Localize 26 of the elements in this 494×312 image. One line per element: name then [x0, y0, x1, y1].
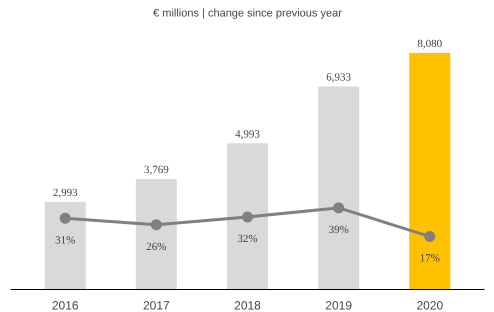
point — [242, 211, 253, 222]
x-tick-label: 2016 — [52, 298, 79, 312]
data-label: 31% — [55, 234, 76, 246]
point — [150, 219, 162, 230]
data-label: 32% — [237, 232, 258, 245]
data-label: 8,080 — [417, 38, 443, 50]
x-tick-label: 2019 — [325, 298, 352, 312]
data-label: 26% — [146, 240, 166, 253]
bar — [44, 202, 86, 290]
bar — [409, 52, 450, 290]
data-label: 39% — [328, 224, 349, 236]
data-label: 4,993 — [235, 128, 260, 140]
point — [424, 231, 436, 242]
chart-title: € millions | change since previous year — [153, 8, 342, 20]
data-label: 2,993 — [52, 186, 78, 199]
data-label: 3,769 — [144, 164, 170, 176]
data-label: 6,933 — [326, 71, 352, 84]
x-tick-label: 2017 — [143, 298, 170, 312]
x-tick-label: 2018 — [234, 298, 262, 312]
point — [60, 212, 71, 224]
bar — [226, 143, 268, 290]
bar — [318, 86, 360, 290]
point — [333, 202, 344, 214]
data-label: 17% — [420, 252, 440, 264]
x-tick-label: 2020 — [416, 298, 444, 312]
bar — [136, 179, 177, 290]
